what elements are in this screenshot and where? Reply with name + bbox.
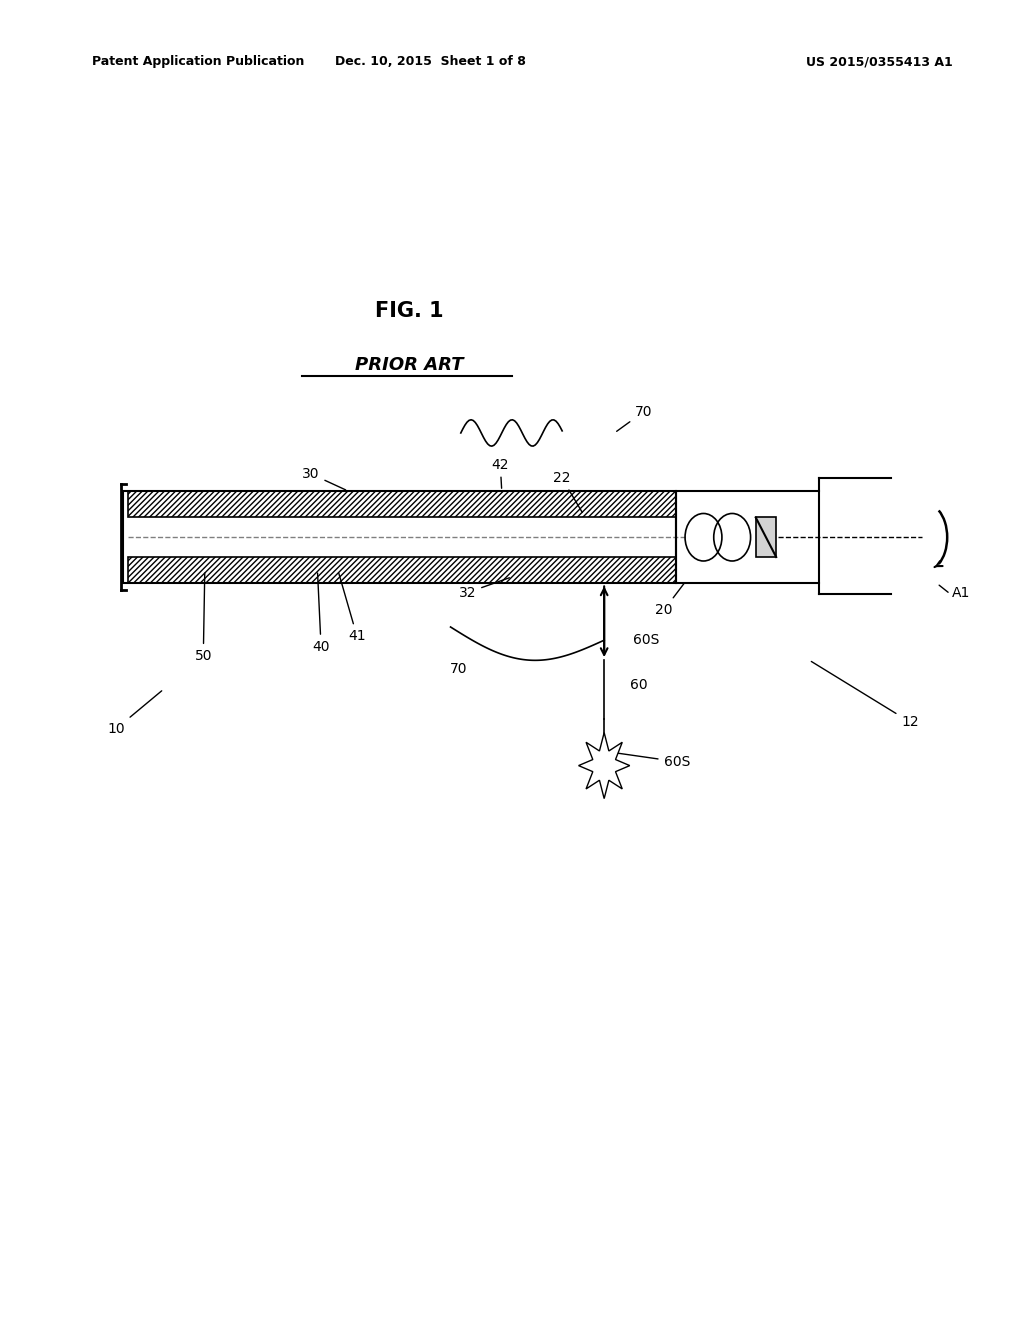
Text: A1: A1 (952, 586, 971, 599)
Bar (676, 491, 819, 583)
Text: 41: 41 (339, 573, 366, 643)
Bar (128, 557, 681, 583)
Text: Patent Application Publication: Patent Application Publication (92, 55, 304, 69)
Bar (123, 491, 676, 583)
Text: US 2015/0355413 A1: US 2015/0355413 A1 (806, 55, 952, 69)
Text: 40: 40 (312, 573, 330, 653)
Text: FIG. 1: FIG. 1 (375, 301, 444, 321)
Text: 70: 70 (616, 405, 652, 432)
Text: 10: 10 (108, 690, 162, 735)
Bar (128, 491, 681, 517)
Text: 32: 32 (459, 578, 509, 599)
Text: 12: 12 (811, 661, 919, 729)
Text: 42: 42 (492, 458, 509, 488)
Polygon shape (756, 517, 776, 557)
Text: 70: 70 (450, 663, 468, 676)
Text: 20: 20 (655, 583, 684, 616)
Text: 50: 50 (195, 573, 212, 663)
Bar (128, 517, 681, 557)
Text: PRIOR ART: PRIOR ART (355, 355, 464, 374)
Text: 60S: 60S (633, 634, 659, 647)
Text: 60: 60 (630, 678, 647, 692)
Text: 22: 22 (553, 471, 583, 512)
Text: Dec. 10, 2015  Sheet 1 of 8: Dec. 10, 2015 Sheet 1 of 8 (335, 55, 525, 69)
Polygon shape (579, 733, 630, 799)
Text: 60S: 60S (615, 752, 690, 768)
Text: 30: 30 (302, 467, 346, 490)
